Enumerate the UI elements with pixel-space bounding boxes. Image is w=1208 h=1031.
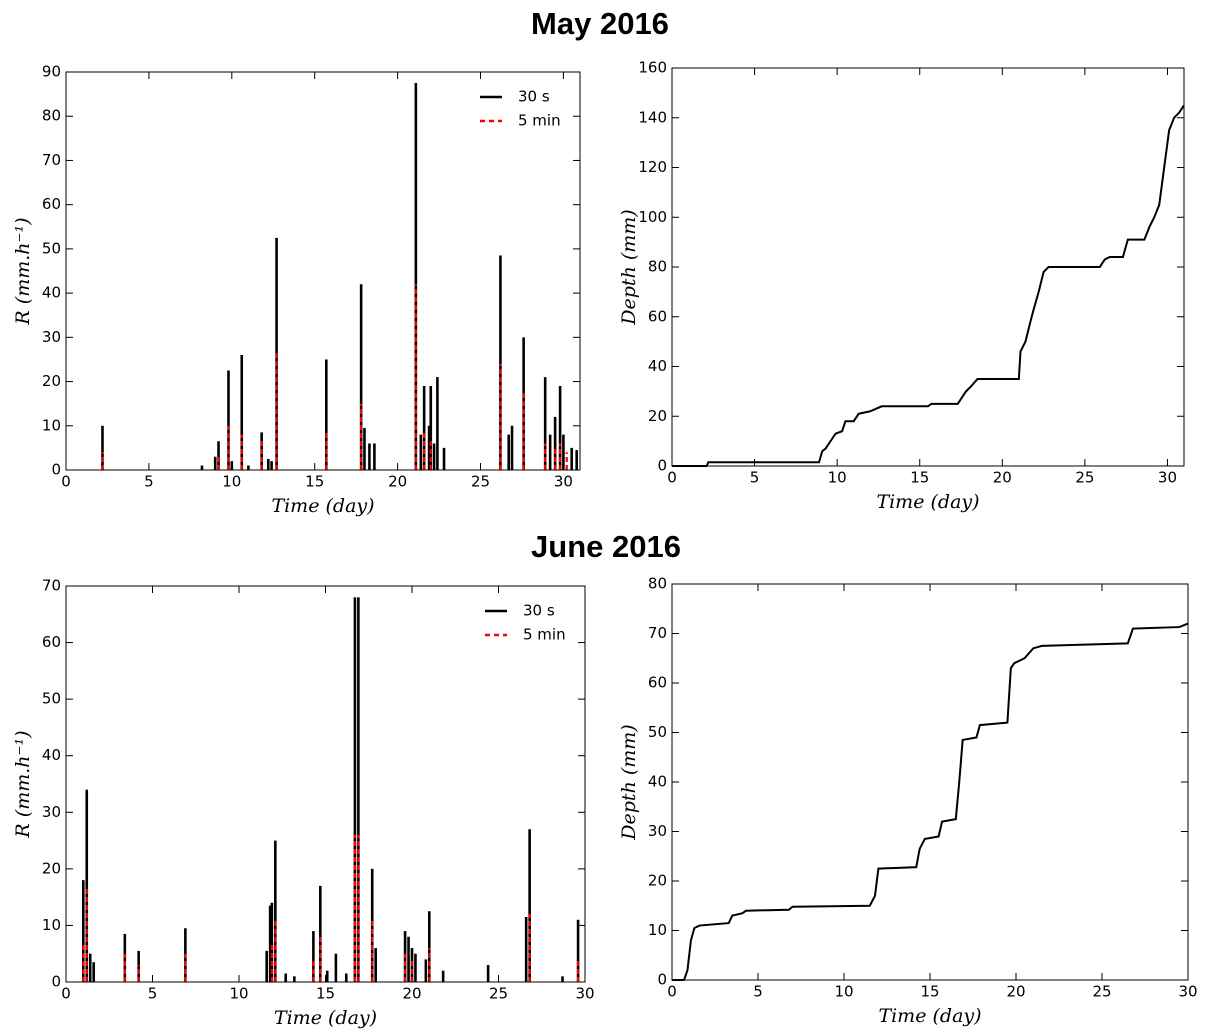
y-tick-label: 50 <box>42 239 61 257</box>
y-tick-label: 20 <box>648 872 667 890</box>
x-tick-label: 30 <box>554 473 573 491</box>
x-tick-label: 0 <box>667 983 677 1001</box>
x-tick-label: 5 <box>144 473 154 491</box>
plot-frame <box>671 67 1185 467</box>
x-tick-label: 5 <box>750 469 760 487</box>
depth-line <box>672 622 1189 981</box>
x-axis-label: Time (day) <box>271 495 374 517</box>
x-tick-label: 30 <box>575 985 594 1003</box>
legend-label: 5 min <box>518 112 561 130</box>
y-tick-label: 50 <box>42 690 61 708</box>
y-tick-label: 60 <box>42 195 61 213</box>
subplot: 0 5 10 15 20 25 30 0 10 20 30 40 50 60 70 80 Time (day) D… <box>618 575 1198 1028</box>
legend-label: 30 s <box>518 88 550 106</box>
x-tick-label: 0 <box>61 985 71 1003</box>
x-tick-label: 20 <box>388 473 407 491</box>
y-tick-label: 50 <box>648 723 667 741</box>
x-tick-label: 20 <box>1006 983 1025 1001</box>
y-tick-label: 0 <box>657 457 667 475</box>
x-tick-label: 5 <box>753 983 763 1001</box>
plot-frame <box>671 583 1189 981</box>
y-tick-label: 30 <box>42 328 61 346</box>
x-tick-label: 10 <box>222 473 241 491</box>
subplot: 0 5 10 15 20 25 30 0 10 20 30 40 50 60 70 80 90 Time (day… <box>12 63 581 517</box>
y-axis-label: Depth (mm) <box>618 724 640 840</box>
x-axis-label: Time (day) <box>876 491 979 513</box>
y-tick-label: 0 <box>51 973 61 991</box>
x-tick-label: 10 <box>828 469 847 487</box>
depth-line <box>672 104 1185 467</box>
y-tick-label: 40 <box>648 773 667 791</box>
x-axis-label: Time (day) <box>274 1007 377 1029</box>
x-tick-label: 15 <box>920 983 939 1001</box>
y-tick-label: 70 <box>648 624 667 642</box>
y-tick-label: 70 <box>42 577 61 595</box>
legend-label: 30 s <box>523 602 555 620</box>
y-tick-label: 30 <box>42 803 61 821</box>
y-tick-label: 40 <box>648 357 667 375</box>
x-tick-label: 0 <box>667 469 677 487</box>
y-tick-label: 20 <box>648 407 667 425</box>
y-tick-label: 60 <box>42 633 61 651</box>
x-tick-label: 10 <box>229 985 248 1003</box>
x-tick-label: 15 <box>305 473 324 491</box>
x-tick-label: 0 <box>61 473 71 491</box>
y-tick-label: 20 <box>42 372 61 390</box>
subplot: 0 5 10 15 20 25 30 0 10 20 30 40 50 60 70 Time (day) R (… <box>12 577 595 1030</box>
y-tick-label: 40 <box>42 746 61 764</box>
x-tick-label: 15 <box>910 469 929 487</box>
y-tick-label: 100 <box>638 208 667 226</box>
y-tick-label: 10 <box>42 416 61 434</box>
y-tick-label: 80 <box>648 575 667 593</box>
x-tick-label: 25 <box>1092 983 1111 1001</box>
y-tick-label: 140 <box>638 108 667 126</box>
plot-frame <box>65 71 581 471</box>
y-axis-label: R (mm.h⁻¹) <box>12 730 34 838</box>
x-tick-label: 10 <box>834 983 853 1001</box>
x-axis-label: Time (day) <box>878 1005 981 1027</box>
y-tick-label: 80 <box>648 258 667 276</box>
x-tick-label: 25 <box>471 473 490 491</box>
y-tick-label: 10 <box>648 921 667 939</box>
y-tick-label: 160 <box>638 59 667 77</box>
x-tick-label: 20 <box>993 469 1012 487</box>
y-tick-label: 90 <box>42 63 61 81</box>
x-tick-label: 25 <box>489 985 508 1003</box>
x-tick-label: 20 <box>402 985 421 1003</box>
y-tick-label: 60 <box>648 674 667 692</box>
y-tick-label: 60 <box>648 307 667 325</box>
figure-title: June 2016 <box>531 529 681 564</box>
y-tick-label: 30 <box>648 822 667 840</box>
x-tick-label: 5 <box>148 985 158 1003</box>
y-tick-label: 120 <box>638 158 667 176</box>
y-tick-label: 0 <box>657 971 667 989</box>
figure-title: May 2016 <box>531 6 669 41</box>
subplot: 0 5 10 15 20 25 30 0 20 40 60 80 100 120 140 160 Time (d… <box>618 59 1185 513</box>
y-tick-label: 20 <box>42 859 61 877</box>
y-tick-label: 0 <box>51 461 61 479</box>
y-axis-label: Depth (mm) <box>618 209 640 325</box>
y-tick-label: 10 <box>42 916 61 934</box>
plot-frame <box>65 585 586 983</box>
x-tick-label: 30 <box>1158 469 1177 487</box>
y-tick-label: 40 <box>42 284 61 302</box>
x-tick-label: 25 <box>1075 469 1094 487</box>
legend-label: 5 min <box>523 626 566 644</box>
x-tick-label: 30 <box>1178 983 1197 1001</box>
y-axis-label: R (mm.h⁻¹) <box>12 217 34 325</box>
y-tick-label: 80 <box>42 107 61 125</box>
x-tick-label: 15 <box>316 985 335 1003</box>
y-tick-label: 70 <box>42 151 61 169</box>
